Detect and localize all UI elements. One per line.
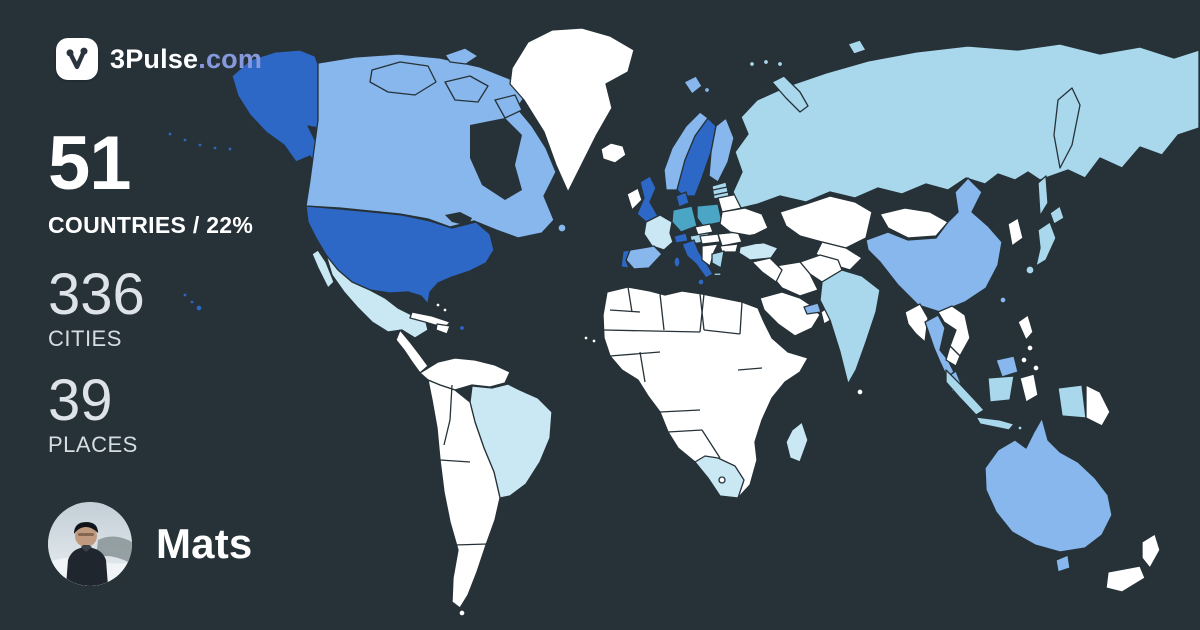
country-czechia	[694, 223, 714, 236]
cities-value: 336	[48, 262, 145, 327]
country-iraq-syria	[751, 257, 783, 283]
africa-borders	[603, 286, 763, 459]
country-thailand	[924, 314, 955, 378]
country-turkey	[738, 241, 779, 261]
country-portugal	[620, 249, 631, 269]
collar	[81, 545, 92, 552]
background-trees	[96, 536, 132, 564]
country-canadian-arctic-islands	[369, 47, 567, 233]
glasses	[78, 533, 94, 536]
country-sri-lanka	[856, 388, 864, 396]
country-bulgaria	[719, 243, 739, 253]
country-taiwan	[999, 296, 1007, 304]
country-mexico	[325, 254, 429, 339]
country-russia-kamchatka	[1053, 87, 1081, 169]
caspian-sea	[788, 239, 802, 265]
country-svalbard	[683, 75, 711, 95]
country-china	[865, 177, 1003, 313]
country-africa-mainland	[602, 286, 809, 499]
country-papua-new-guinea	[1085, 384, 1111, 427]
country-japan	[1025, 205, 1065, 275]
country-india	[819, 269, 881, 385]
country-aleutian-islands	[167, 131, 233, 152]
south-america-borders	[439, 384, 488, 546]
country-canary-islands	[583, 335, 597, 344]
country-ireland	[626, 187, 643, 211]
brand-suffix: .com	[198, 43, 263, 74]
country-ukraine	[719, 207, 769, 237]
country-sulawesi	[1019, 373, 1039, 403]
country-france	[643, 214, 674, 251]
country-russia-sakhalin	[1037, 175, 1049, 217]
country-kazakhstan	[779, 195, 873, 249]
country-switzerland	[673, 232, 689, 244]
country-myanmar	[904, 303, 929, 343]
avatar	[48, 502, 132, 586]
country-hispaniola	[435, 323, 451, 335]
country-korea	[1007, 217, 1024, 247]
country-cambodia	[945, 345, 961, 367]
country-italy	[673, 239, 714, 286]
country-finland	[708, 117, 735, 183]
great-lakes	[445, 212, 472, 226]
country-new-zealand	[1105, 533, 1161, 593]
country-poland	[696, 203, 723, 227]
country-bahamas	[435, 302, 448, 313]
country-tasmania	[1055, 554, 1071, 573]
country-novaya-zemlya	[771, 75, 809, 113]
country-denmark	[675, 191, 690, 208]
country-lesotho	[718, 476, 726, 484]
country-south-africa	[694, 455, 745, 499]
countries-value: 51	[48, 121, 132, 206]
black-sea	[744, 234, 770, 244]
profile: Mats	[48, 502, 253, 586]
places-value: 39	[48, 368, 113, 433]
country-australia	[984, 417, 1113, 553]
baltics-borders	[712, 186, 729, 196]
country-central-asia	[815, 241, 863, 271]
country-puerto-rico	[458, 324, 466, 332]
country-mexico-baja	[311, 249, 335, 289]
country-tierra-del-fuego	[458, 609, 466, 617]
places-label: PLACES	[48, 432, 138, 457]
country-greenland	[509, 27, 635, 193]
jacket	[66, 547, 108, 586]
brand-name: 3Pulse.com	[110, 43, 263, 74]
cities-label: CITIES	[48, 326, 122, 351]
country-saudi-arabia	[759, 291, 821, 337]
country-greece	[711, 250, 725, 277]
country-madagascar	[785, 421, 809, 463]
country-spain	[625, 245, 663, 270]
country-philippines	[1017, 314, 1040, 372]
country-hungary	[699, 233, 721, 245]
country-franz-josef-land	[748, 39, 867, 68]
brand-logo-link[interactable]: 3Pulse.com	[56, 38, 262, 80]
country-germany	[671, 205, 698, 233]
pulse-logo-icon	[56, 38, 98, 80]
hudson-bay	[470, 118, 522, 200]
country-hawaii	[182, 292, 203, 312]
country-indonesia	[945, 369, 1087, 431]
countries-label: COUNTRIES / 22%	[48, 212, 254, 238]
country-iceland	[600, 142, 627, 164]
profile-name: Mats	[156, 520, 253, 567]
